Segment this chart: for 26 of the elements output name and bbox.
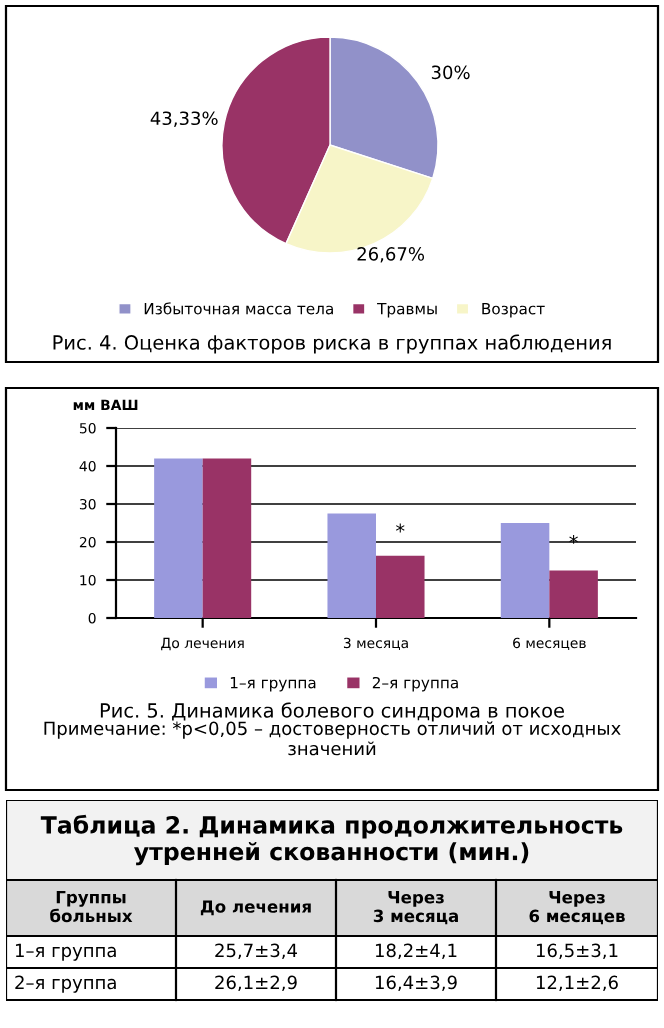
text: 25,7±3,4	[215, 943, 298, 960]
text: Таблица 2. Динамика продолжительность утренней скованности (мин.)	[40, 814, 623, 866]
text: Рис. 5. Динамика болевого синдрома в покое	[100, 702, 564, 722]
text: 18,2±4,1	[375, 943, 457, 960]
category-label: Группы больных	[50, 890, 133, 923]
text: 26,1±2,9	[215, 975, 297, 992]
text: 16,4±3,9	[375, 975, 457, 992]
text: 12,1±2,6	[536, 975, 618, 992]
text: 1–я группа	[15, 943, 116, 961]
text: 2–я группа	[15, 975, 116, 993]
text: Примечание: *p<0,05 – достоверность отличий от исходных значений	[44, 721, 621, 756]
bar	[327, 513, 376, 618]
category-label: До лечения	[200, 900, 311, 916]
annotation: *	[395, 523, 405, 533]
data-label: 30%	[431, 65, 470, 80]
bar	[376, 555, 425, 618]
data-label: 26,67%	[357, 247, 425, 263]
text: 16,5±3,1	[536, 943, 618, 960]
bar	[549, 570, 598, 618]
bar	[202, 458, 252, 618]
category-label: Через 3 месяца	[373, 891, 458, 925]
bar	[154, 458, 203, 618]
bar	[500, 523, 550, 618]
category-label: Через 6 месяцев	[529, 891, 625, 925]
text: Рис. 4. Оценка факторов риска в группах наблюдения	[53, 334, 611, 354]
data-label: 43,33%	[150, 111, 218, 127]
